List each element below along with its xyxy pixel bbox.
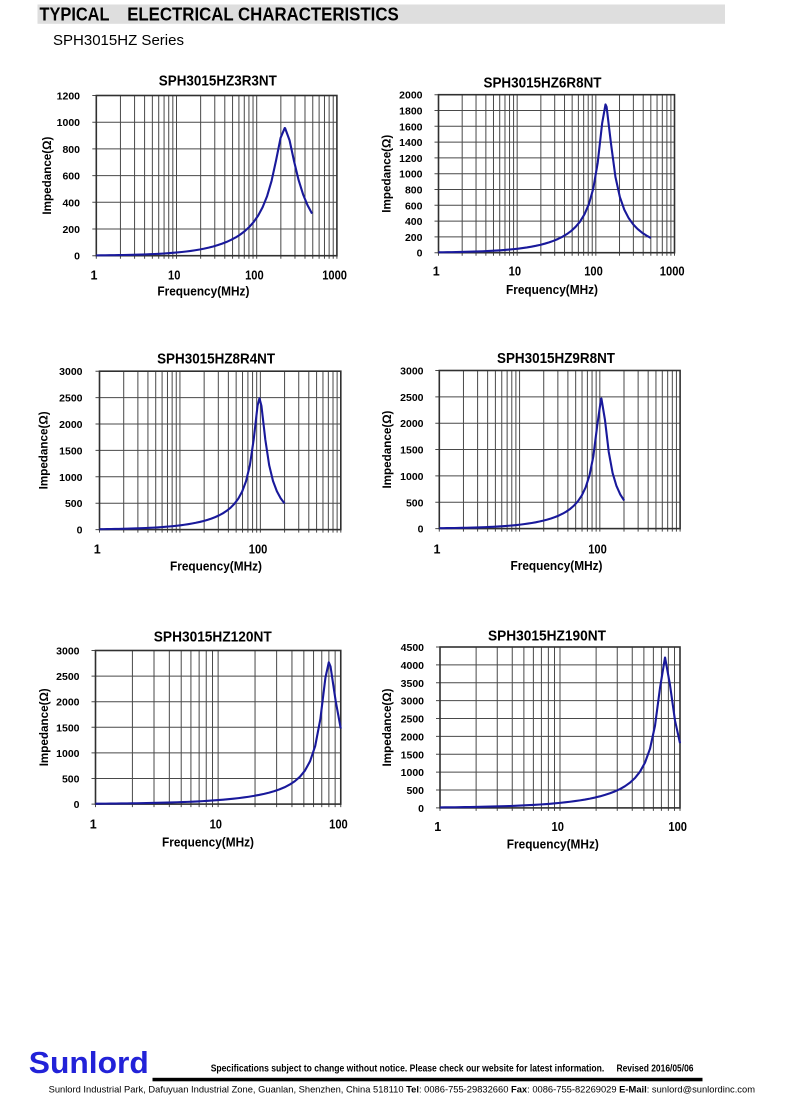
svg-text:2500: 2500 <box>56 671 80 683</box>
svg-text:TYPICAL: TYPICAL <box>40 5 110 25</box>
svg-text:800: 800 <box>405 185 423 197</box>
svg-text:100: 100 <box>329 817 348 831</box>
svg-text:10: 10 <box>552 820 564 834</box>
svg-text:Sunlord: Sunlord <box>29 1045 149 1080</box>
svg-text:1: 1 <box>434 542 441 556</box>
svg-text:0: 0 <box>74 799 80 811</box>
svg-text:1000: 1000 <box>401 767 425 779</box>
svg-text:Revised 2016/05/06: Revised 2016/05/06 <box>617 1063 694 1074</box>
svg-text:10: 10 <box>509 265 521 279</box>
svg-text:ELECTRICAL CHARACTERISTICS: ELECTRICAL CHARACTERISTICS <box>127 5 399 25</box>
svg-text:1000: 1000 <box>399 169 423 181</box>
svg-text:SPH3015HZ120NT: SPH3015HZ120NT <box>154 630 272 646</box>
svg-text:Impedance(Ω): Impedance(Ω) <box>380 688 394 766</box>
svg-text:2500: 2500 <box>400 392 424 404</box>
svg-text:1000: 1000 <box>59 472 83 484</box>
svg-text:1000: 1000 <box>57 117 81 129</box>
svg-text:4500: 4500 <box>401 642 425 654</box>
svg-text:2000: 2000 <box>399 90 423 102</box>
svg-text:500: 500 <box>406 785 424 797</box>
svg-text:100: 100 <box>668 820 687 834</box>
svg-text:Frequency(MHz): Frequency(MHz) <box>157 285 249 299</box>
svg-text:100: 100 <box>584 265 603 279</box>
svg-text:0: 0 <box>417 248 423 260</box>
svg-text:3000: 3000 <box>59 366 83 378</box>
svg-text:3000: 3000 <box>56 646 80 658</box>
svg-text:1000: 1000 <box>322 269 347 283</box>
svg-text:2000: 2000 <box>56 697 80 709</box>
svg-text:1500: 1500 <box>401 749 425 761</box>
svg-text:2500: 2500 <box>59 393 83 405</box>
svg-text:1800: 1800 <box>399 106 423 118</box>
svg-text:600: 600 <box>62 171 80 183</box>
svg-text:1200: 1200 <box>399 153 423 165</box>
svg-text:Impedance(Ω): Impedance(Ω) <box>380 411 394 489</box>
svg-text:SPH3015HZ9R8NT: SPH3015HZ9R8NT <box>497 351 615 367</box>
svg-text:200: 200 <box>62 224 80 236</box>
svg-text:1: 1 <box>90 817 97 831</box>
svg-text:Frequency(MHz): Frequency(MHz) <box>170 559 262 573</box>
svg-text:500: 500 <box>65 498 83 510</box>
svg-text:4000: 4000 <box>401 660 425 672</box>
svg-text:0: 0 <box>77 525 83 537</box>
svg-text:Impedance(Ω): Impedance(Ω) <box>379 135 393 213</box>
svg-text:600: 600 <box>405 200 423 212</box>
svg-text:100: 100 <box>245 269 264 283</box>
svg-text:500: 500 <box>62 774 80 786</box>
svg-text:0: 0 <box>418 524 424 536</box>
svg-text:Frequency(MHz): Frequency(MHz) <box>162 835 254 849</box>
svg-text:Impedance(Ω): Impedance(Ω) <box>40 137 54 215</box>
svg-text:1500: 1500 <box>56 722 80 734</box>
svg-text:400: 400 <box>62 197 80 209</box>
svg-text:1600: 1600 <box>399 121 423 133</box>
svg-text:SPH3015HZ6R8NT: SPH3015HZ6R8NT <box>484 76 602 92</box>
svg-text:3500: 3500 <box>401 678 425 690</box>
svg-text:1: 1 <box>94 542 101 556</box>
svg-text:Frequency(MHz): Frequency(MHz) <box>506 283 598 297</box>
svg-text:1: 1 <box>433 265 440 279</box>
svg-text:100: 100 <box>249 542 268 556</box>
svg-text:1500: 1500 <box>400 445 424 457</box>
svg-text:10: 10 <box>210 817 222 831</box>
svg-text:2000: 2000 <box>400 418 424 430</box>
svg-text:SPH3015HZ190NT: SPH3015HZ190NT <box>488 628 606 644</box>
svg-text:2000: 2000 <box>59 419 83 431</box>
svg-text:0: 0 <box>418 803 424 815</box>
svg-text:1: 1 <box>91 269 98 283</box>
svg-text:Specifications subject to chan: Specifications subject to change without… <box>211 1063 605 1074</box>
svg-text:Sunlord Industrial Park, Dafuy: Sunlord Industrial Park, Dafuyuan Indust… <box>49 1085 755 1096</box>
svg-text:SPH3015HZ3R3NT: SPH3015HZ3R3NT <box>159 74 277 90</box>
svg-text:Impedance(Ω): Impedance(Ω) <box>37 688 51 766</box>
svg-text:1500: 1500 <box>59 445 83 457</box>
svg-text:3000: 3000 <box>400 366 424 378</box>
svg-text:0: 0 <box>74 251 80 263</box>
svg-text:1: 1 <box>434 820 441 834</box>
svg-text:Impedance(Ω): Impedance(Ω) <box>36 411 50 489</box>
svg-text:800: 800 <box>62 144 80 156</box>
svg-text:1000: 1000 <box>660 265 685 279</box>
svg-text:200: 200 <box>405 232 423 244</box>
svg-text:500: 500 <box>406 497 424 509</box>
svg-text:Frequency(MHz): Frequency(MHz) <box>511 559 603 573</box>
svg-text:SPH3015HZ Series: SPH3015HZ Series <box>53 32 184 49</box>
svg-text:1000: 1000 <box>56 748 80 760</box>
svg-text:2000: 2000 <box>401 731 425 743</box>
svg-text:1200: 1200 <box>57 91 81 103</box>
svg-text:SPH3015HZ8R4NT: SPH3015HZ8R4NT <box>157 351 275 367</box>
svg-text:2500: 2500 <box>401 714 425 726</box>
svg-text:10: 10 <box>168 269 180 283</box>
svg-text:100: 100 <box>588 542 607 556</box>
svg-text:1000: 1000 <box>400 471 424 483</box>
svg-text:1400: 1400 <box>399 137 423 149</box>
svg-text:3000: 3000 <box>401 696 425 708</box>
svg-text:400: 400 <box>405 216 423 228</box>
svg-text:Frequency(MHz): Frequency(MHz) <box>507 838 599 852</box>
